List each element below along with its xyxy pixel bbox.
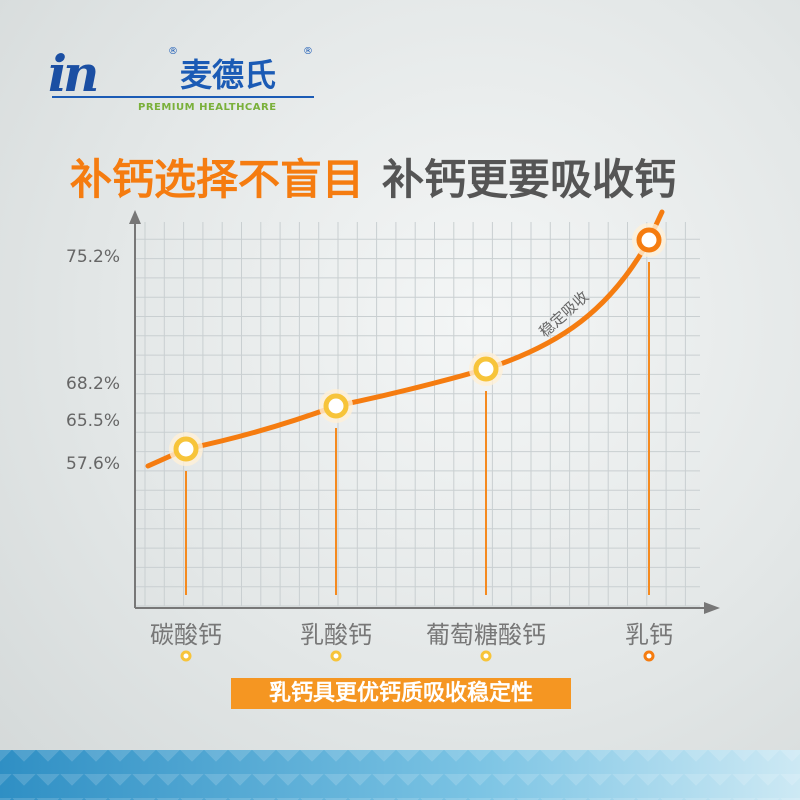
conclusion-banner: 乳钙具更优钙质吸收稳定性	[231, 678, 571, 709]
headline-secondary: 补钙更要吸收钙	[382, 155, 677, 204]
decorative-footer-band	[0, 750, 800, 800]
category-dot	[180, 650, 192, 662]
y-tick-label: 68.2%	[66, 374, 121, 394]
data-point	[636, 227, 662, 253]
registered-mark: ®	[168, 46, 178, 57]
data-point	[473, 356, 499, 382]
data-point	[173, 436, 199, 462]
category-dot	[330, 650, 342, 662]
logo-mark: in	[48, 44, 99, 103]
category-dot	[643, 650, 655, 662]
brand-logo: in ® 麦德氏 ® PREMIUM HEALTHCARE	[48, 44, 318, 114]
headline-primary: 补钙选择不盲目	[70, 155, 365, 204]
absorption-curve	[145, 209, 665, 469]
registered-mark: ®	[303, 46, 313, 57]
category-label: 乳酸钙	[300, 621, 372, 649]
y-tick-label: 75.2%	[66, 247, 121, 267]
category-label: 葡萄糖酸钙	[426, 621, 546, 649]
category-dot	[480, 650, 492, 662]
category-label: 乳钙	[625, 621, 673, 649]
y-tick-label: 65.5%	[66, 411, 121, 431]
category-label: 碳酸钙	[150, 621, 222, 649]
y-axis-arrow	[129, 210, 141, 224]
y-tick-label: 57.6%	[66, 454, 121, 474]
logo-tagline: PREMIUM HEALTHCARE	[138, 102, 277, 113]
logo-name: 麦德氏	[180, 56, 277, 94]
x-axis-arrow	[704, 602, 720, 614]
logo-underline	[52, 96, 314, 98]
headline: 补钙选择不盲目 补钙更要吸收钙	[70, 146, 676, 207]
data-point	[323, 393, 349, 419]
